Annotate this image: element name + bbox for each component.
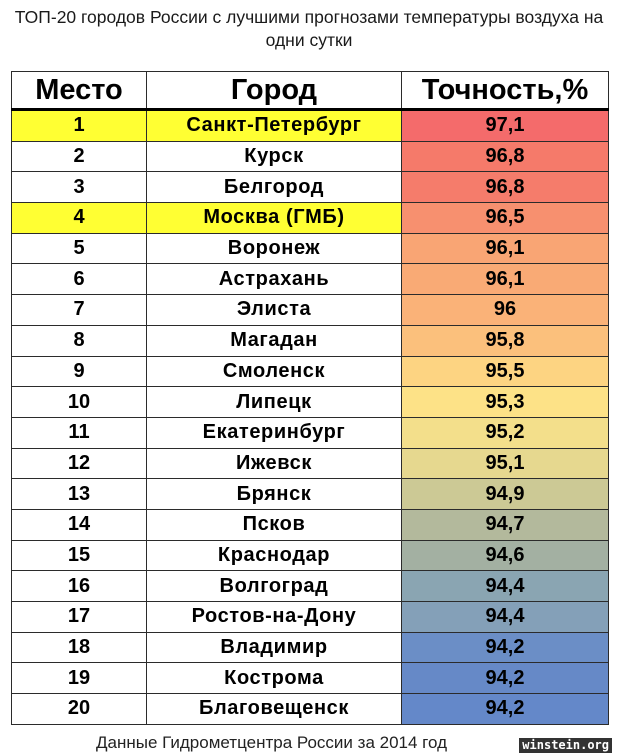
table-row: 14 Псков 94,7 — [11, 508, 609, 541]
table-row: 17 Ростов-на-Дону 94,4 — [11, 601, 609, 633]
watermark: winstein.org — [519, 738, 612, 753]
city-cell: Брянск — [146, 478, 402, 510]
city-cell: Благовещенск — [146, 693, 402, 725]
table-row: 1 Санкт-Петербург 97,1 — [11, 109, 609, 142]
city-cell: Липецк — [146, 386, 402, 418]
accuracy-cell: 96,1 — [401, 263, 609, 296]
city-cell: Краснодар — [146, 539, 402, 572]
header-city: Город — [146, 71, 402, 111]
accuracy-cell: 94,9 — [401, 478, 609, 510]
accuracy-cell: 94,4 — [401, 601, 609, 633]
accuracy-cell: 96,1 — [401, 232, 609, 265]
city-cell: Москва (ГМБ) — [146, 202, 402, 234]
accuracy-cell: 95,2 — [401, 416, 609, 449]
city-cell: Санкт-Петербург — [146, 109, 402, 142]
place-cell: 9 — [11, 355, 147, 388]
city-cell: Владимир — [146, 631, 402, 664]
place-cell: 6 — [11, 263, 147, 296]
accuracy-cell: 95,5 — [401, 355, 609, 388]
place-cell: 16 — [11, 570, 147, 602]
header-place: Место — [11, 71, 147, 111]
accuracy-cell: 95,3 — [401, 386, 609, 418]
accuracy-cell: 95,8 — [401, 324, 609, 357]
table-row: 5 Воронеж 96,1 — [11, 232, 609, 265]
city-cell: Элиста — [146, 294, 402, 326]
source-note: Данные Гидрометцентра России за 2014 год — [96, 733, 447, 752]
table-row: 15 Краснодар 94,6 — [11, 539, 609, 572]
place-cell: 2 — [11, 140, 147, 173]
accuracy-cell: 96 — [401, 294, 609, 326]
table-row: 8 Магадан 95,8 — [11, 324, 609, 357]
table-row: 18 Владимир 94,2 — [11, 631, 609, 664]
table-row: 19 Кострома 94,2 — [11, 662, 609, 695]
accuracy-cell: 95,1 — [401, 447, 609, 480]
city-cell: Астрахань — [146, 263, 402, 296]
city-cell: Магадан — [146, 324, 402, 357]
place-cell: 8 — [11, 324, 147, 357]
place-cell: 5 — [11, 232, 147, 265]
table-row: 11 Екатеринбург 95,2 — [11, 416, 609, 449]
table-row: 4 Москва (ГМБ) 96,5 — [11, 202, 609, 234]
city-cell: Екатеринбург — [146, 416, 402, 449]
place-cell: 19 — [11, 662, 147, 695]
table-row: 12 Ижевск 95,1 — [11, 447, 609, 480]
city-cell: Псков — [146, 508, 402, 541]
place-cell: 4 — [11, 202, 147, 234]
accuracy-cell: 94,4 — [401, 570, 609, 602]
table-row: 20 Благовещенск 94,2 — [11, 693, 609, 725]
place-cell: 7 — [11, 294, 147, 326]
place-cell: 3 — [11, 171, 147, 204]
city-cell: Воронеж — [146, 232, 402, 265]
place-cell: 12 — [11, 447, 147, 480]
accuracy-cell: 96,5 — [401, 202, 609, 234]
accuracy-cell: 97,1 — [401, 109, 609, 142]
place-cell: 15 — [11, 539, 147, 572]
header-accuracy: Точность,% — [401, 71, 609, 111]
ranking-table: Место Город Точность,% 1 Санкт-Петербург 9… — [11, 71, 609, 725]
city-cell: Кострома — [146, 662, 402, 695]
city-cell: Ижевск — [146, 447, 402, 480]
city-cell: Курск — [146, 140, 402, 173]
place-cell: 20 — [11, 693, 147, 725]
table-row: 3 Белгород 96,8 — [11, 171, 609, 204]
table-row: 16 Волгоград 94,4 — [11, 570, 609, 602]
header-row: Место Город Точность,% — [11, 71, 609, 111]
accuracy-cell: 94,2 — [401, 662, 609, 695]
city-cell: Смоленск — [146, 355, 402, 388]
place-cell: 10 — [11, 386, 147, 418]
table-row: 9 Смоленск 95,5 — [11, 355, 609, 388]
table-row: 2 Курск 96,8 — [11, 140, 609, 173]
city-cell: Ростов-на-Дону — [146, 601, 402, 633]
place-cell: 1 — [11, 109, 147, 142]
place-cell: 17 — [11, 601, 147, 633]
accuracy-cell: 94,6 — [401, 539, 609, 572]
table-row: 13 Брянск 94,9 — [11, 478, 609, 510]
table-row: 10 Липецк 95,3 — [11, 386, 609, 418]
city-cell: Белгород — [146, 171, 402, 204]
table-row: 6 Астрахань 96,1 — [11, 263, 609, 296]
place-cell: 14 — [11, 508, 147, 541]
place-cell: 13 — [11, 478, 147, 510]
accuracy-cell: 96,8 — [401, 140, 609, 173]
accuracy-cell: 94,7 — [401, 508, 609, 541]
place-cell: 11 — [11, 416, 147, 449]
page-title: ТОП-20 городов России с лучшими прогноза… — [14, 7, 604, 50]
accuracy-cell: 94,2 — [401, 693, 609, 725]
table-row: 7 Элиста 96 — [11, 294, 609, 326]
city-cell: Волгоград — [146, 570, 402, 602]
accuracy-cell: 96,8 — [401, 171, 609, 204]
accuracy-cell: 94,2 — [401, 631, 609, 664]
place-cell: 18 — [11, 631, 147, 664]
